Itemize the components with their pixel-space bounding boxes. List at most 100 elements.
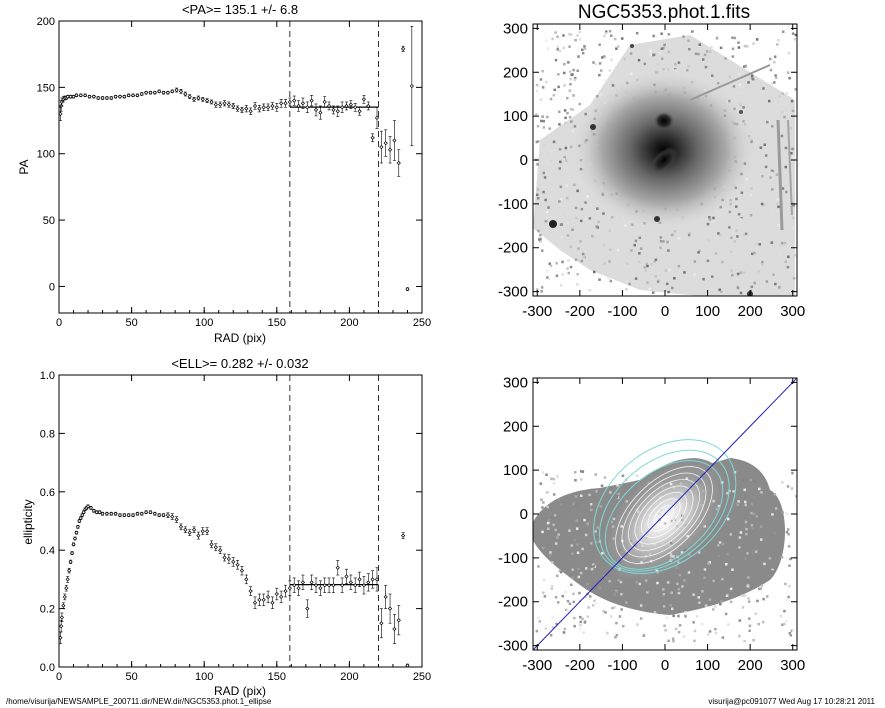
noise-pixel — [592, 563, 595, 566]
data-point — [270, 600, 275, 605]
noise-pixel — [656, 571, 659, 574]
noise-pixel — [781, 511, 784, 514]
data-point — [405, 663, 410, 668]
noise-pixel — [578, 30, 581, 34]
noise-pixel — [561, 260, 564, 264]
noise-pixel — [554, 596, 558, 599]
noise-pixel — [732, 85, 736, 88]
noise-pixel — [708, 598, 712, 601]
noise-pixel — [704, 65, 708, 69]
data-point — [126, 513, 131, 518]
noise-pixel — [730, 236, 733, 240]
noise-pixel — [591, 234, 594, 238]
x-tick-label: 0 — [56, 317, 62, 329]
noise-pixel — [578, 599, 581, 603]
noise-pixel — [570, 583, 573, 586]
noise-pixel — [759, 525, 763, 528]
noise-pixel — [753, 281, 756, 285]
noise-pixel — [771, 82, 774, 85]
isophote — [615, 466, 713, 564]
noise-pixel — [743, 594, 747, 597]
noise-pixel — [603, 55, 606, 58]
noise-pixel — [635, 581, 638, 584]
data-point — [113, 94, 118, 99]
noise-pixel — [551, 615, 554, 619]
data-point — [59, 615, 64, 620]
noise-pixel — [691, 30, 694, 33]
data-point — [361, 97, 367, 102]
data-point — [71, 94, 76, 99]
noise-pixel — [588, 493, 591, 497]
noise-pixel — [576, 551, 580, 554]
noise-pixel — [592, 61, 595, 64]
noise-pixel — [636, 623, 639, 626]
data-point — [104, 511, 110, 516]
noise-pixel — [674, 63, 677, 66]
noise-pixel — [713, 605, 717, 608]
fits-axes: -300 -200 -100 0 100 200 300 -300 -200 -100 0 100 20… — [498, 20, 805, 320]
noise-pixel — [785, 531, 789, 534]
noise-pixel — [699, 480, 702, 484]
noise-pixel — [733, 240, 736, 243]
galaxy-core-north — [654, 112, 674, 130]
noise-pixel — [678, 624, 682, 627]
noise-pixel — [677, 237, 681, 240]
noise-pixel — [751, 77, 755, 81]
noise-pixel — [645, 262, 649, 266]
noise-pixel — [563, 627, 567, 631]
noise-pixel — [655, 569, 659, 573]
noise-pixel — [659, 508, 662, 511]
noise-pixel — [593, 270, 596, 274]
data-point — [157, 513, 162, 518]
noise-pixel — [721, 260, 724, 264]
noise-pixel — [544, 220, 548, 223]
noise-pixel — [567, 61, 570, 64]
noise-pixel — [781, 241, 784, 245]
pa-plot-frame — [58, 20, 423, 314]
data-point — [64, 586, 69, 591]
data-point — [222, 101, 227, 106]
data-point — [135, 93, 140, 98]
noise-pixel — [769, 176, 772, 179]
noise-pixel — [542, 119, 545, 123]
noise-pixel — [573, 624, 576, 628]
noise-pixel — [549, 97, 553, 101]
noise-pixel — [719, 46, 723, 50]
noise-pixel — [768, 557, 772, 560]
noise-pixel — [671, 607, 674, 611]
noise-pixel — [604, 611, 607, 614]
noise-pixel — [781, 92, 785, 95]
noise-pixel — [654, 285, 657, 288]
noise-pixel — [707, 562, 710, 565]
noise-pixel — [576, 34, 579, 37]
data-point — [74, 93, 79, 98]
noise-pixel — [763, 562, 766, 566]
noise-pixel — [754, 479, 757, 483]
data-point — [58, 635, 63, 640]
data-point — [218, 102, 223, 107]
noise-pixel — [566, 599, 570, 603]
data-point — [348, 580, 353, 585]
noise-pixel — [554, 528, 557, 532]
noise-pixel — [685, 477, 689, 480]
noise-pixel — [694, 52, 698, 56]
noise-pixel — [556, 536, 559, 539]
noise-pixel — [745, 532, 748, 536]
noise-pixel — [569, 245, 573, 249]
y-tick-label: 0.0 — [40, 662, 55, 674]
noise-pixel — [738, 619, 742, 622]
noise-pixel — [718, 541, 722, 544]
noise-pixel — [555, 262, 558, 265]
noise-pixel — [672, 233, 675, 236]
noise-pixel — [784, 241, 787, 245]
noise-pixel — [598, 586, 602, 590]
noise-pixel — [650, 263, 653, 266]
noise-pixel — [719, 290, 723, 293]
noise-pixel — [637, 510, 640, 514]
noise-pixel — [731, 47, 735, 51]
y-tick-label: 1.0 — [40, 370, 55, 382]
data-point — [91, 94, 96, 99]
noise-pixel — [787, 51, 791, 55]
noise-pixel — [654, 275, 657, 278]
noise-pixel — [679, 482, 683, 485]
